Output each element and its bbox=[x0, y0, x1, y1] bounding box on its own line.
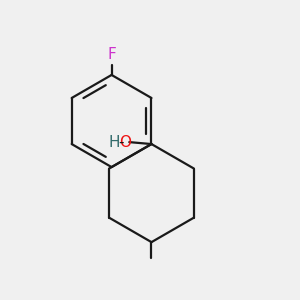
Text: O: O bbox=[119, 135, 131, 150]
Text: -: - bbox=[118, 135, 124, 150]
Text: H: H bbox=[108, 135, 120, 150]
Text: F: F bbox=[107, 47, 116, 62]
